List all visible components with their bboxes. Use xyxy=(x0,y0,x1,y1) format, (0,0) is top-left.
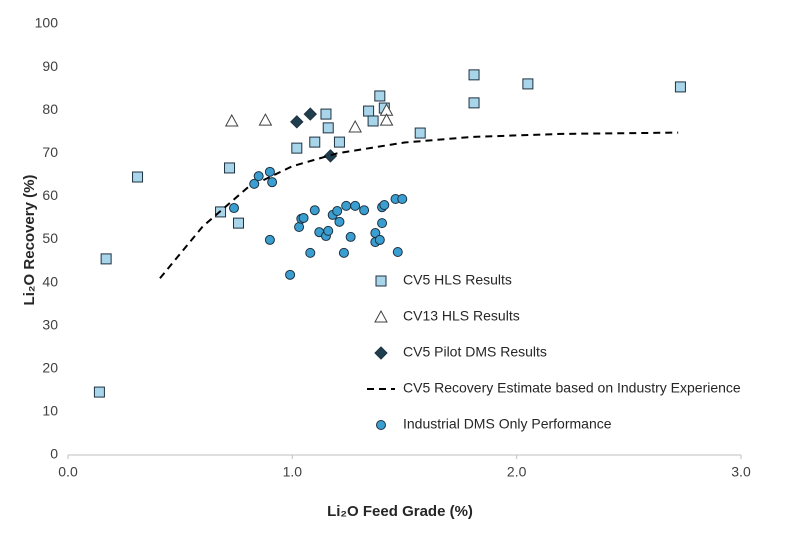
y-tick-label: 50 xyxy=(42,230,58,246)
point xyxy=(132,171,144,183)
point xyxy=(379,200,390,211)
point xyxy=(232,217,244,229)
legend-marker xyxy=(374,309,388,323)
point xyxy=(322,122,334,134)
point xyxy=(338,247,349,258)
y-tick-label: 30 xyxy=(42,316,58,332)
point xyxy=(100,253,112,265)
point xyxy=(334,216,345,227)
legend-marker xyxy=(376,420,386,430)
y-tick-label: 100 xyxy=(35,15,59,31)
point xyxy=(93,386,105,398)
y-tick-label: 70 xyxy=(42,144,58,160)
point xyxy=(249,178,260,189)
point xyxy=(674,81,686,93)
legend-marker xyxy=(374,346,388,360)
y-axis-title: Li₂O Recovery (%) xyxy=(21,175,38,306)
y-tick-label: 90 xyxy=(42,58,58,74)
point xyxy=(348,119,362,133)
y-tick-label: 60 xyxy=(42,187,58,203)
point xyxy=(224,113,239,127)
point xyxy=(264,166,275,177)
point xyxy=(374,90,386,102)
point xyxy=(522,78,534,90)
point xyxy=(323,225,334,236)
y-tick-label: 10 xyxy=(42,403,58,419)
point xyxy=(320,108,332,120)
point xyxy=(397,193,408,204)
point xyxy=(303,107,317,121)
point xyxy=(323,149,338,163)
point xyxy=(363,105,375,117)
point xyxy=(229,203,240,214)
point xyxy=(332,206,343,217)
legend-label: CV5 HLS Results xyxy=(403,272,512,288)
point xyxy=(379,113,394,126)
point xyxy=(367,115,379,127)
point xyxy=(298,212,309,223)
point xyxy=(333,136,345,148)
point xyxy=(267,177,278,188)
point xyxy=(350,200,361,211)
point xyxy=(309,136,321,148)
x-axis-title: Li₂O Feed Grade (%) xyxy=(327,503,473,520)
point xyxy=(253,171,264,182)
y-tick-label: 80 xyxy=(42,101,58,117)
point xyxy=(285,269,296,280)
y-tick-label: 20 xyxy=(42,360,58,376)
legend-label: CV13 HLS Results xyxy=(403,308,520,324)
point xyxy=(374,234,385,245)
point xyxy=(305,247,316,258)
point xyxy=(294,222,305,233)
point xyxy=(392,246,403,257)
point xyxy=(258,113,273,126)
legend-label: Industrial DMS Only Performance xyxy=(403,416,612,432)
legend-label: CV5 Pilot DMS Results xyxy=(403,344,547,360)
point xyxy=(309,205,320,216)
x-tick-label: 2.0 xyxy=(507,464,527,480)
x-tick-label: 3.0 xyxy=(731,464,751,480)
point xyxy=(224,162,236,174)
point xyxy=(291,142,303,154)
point xyxy=(290,115,304,129)
point xyxy=(359,205,370,216)
point xyxy=(414,127,426,139)
point xyxy=(468,69,480,81)
legend-marker xyxy=(375,275,387,287)
x-tick-label: 1.0 xyxy=(283,464,303,480)
point xyxy=(341,200,352,211)
y-tick-label: 0 xyxy=(50,446,58,462)
point xyxy=(377,218,388,229)
point xyxy=(264,234,275,245)
point xyxy=(468,97,480,109)
point xyxy=(345,231,356,242)
estimate-line xyxy=(159,131,679,279)
legend-label: CV5 Recovery Estimate based on Industry … xyxy=(403,380,741,396)
y-tick-label: 40 xyxy=(42,273,58,289)
x-tick-label: 0.0 xyxy=(58,464,78,480)
